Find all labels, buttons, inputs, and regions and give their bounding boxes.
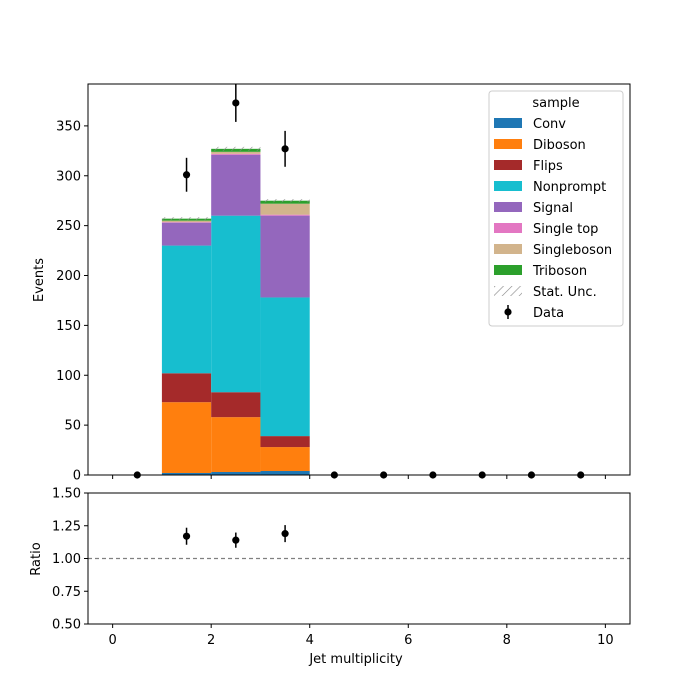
- legend-item-data: Data: [504, 305, 564, 321]
- bar-signal-bin-3: [260, 215, 310, 298]
- x-tick-label: 0: [108, 633, 116, 648]
- legend-swatch: [494, 223, 522, 233]
- y-tick-label: 350: [56, 119, 81, 134]
- ratio-point-1: [182, 532, 191, 540]
- legend-item-diboson: Diboson: [494, 138, 586, 153]
- data-point-3: [232, 99, 240, 107]
- legend-item-stat-unc: Stat. Unc.: [494, 285, 597, 300]
- stat-unc-band-bin-3: [260, 199, 310, 203]
- bar-singleboson-bin-2: [211, 151, 261, 154]
- legend-swatch: [494, 181, 522, 191]
- x-axis-label: Jet multiplicity: [308, 652, 403, 667]
- data-point-4: [281, 145, 289, 153]
- ratio-y-tick-label: 0.50: [52, 618, 81, 633]
- legend-swatch: [494, 160, 522, 170]
- main-plot-frame: [87, 83, 631, 476]
- ratio-points: [182, 525, 289, 548]
- x-tick-label: 4: [306, 633, 314, 648]
- y-tick-label: 0: [73, 469, 81, 484]
- main-y-axis-label: Events: [32, 258, 47, 302]
- legend-label: Triboson: [532, 264, 587, 279]
- x-tick-label: 2: [207, 633, 215, 648]
- legend-swatch: [494, 244, 522, 254]
- bar-conv-bin-1: [161, 473, 212, 475]
- legend-label: Stat. Unc.: [533, 285, 597, 300]
- ratio-y-tick-label: 1.25: [52, 519, 81, 534]
- legend-item-single-top: Single top: [494, 222, 598, 237]
- bar-diboson-bin-3: [260, 447, 310, 472]
- legend-item-triboson: Triboson: [494, 264, 587, 279]
- legend-label: Diboson: [533, 138, 586, 153]
- y-tick-label: 100: [56, 369, 81, 384]
- ratio-plot-panel: 0.50 0.75 1.00 1.25 1.50 0 2 4 6 8 10 Ratio Jet m…: [29, 487, 631, 667]
- legend-label: Singleboson: [533, 243, 612, 258]
- legend-item-signal: Signal: [494, 201, 573, 216]
- bar-diboson-bin-1: [161, 402, 212, 474]
- legend-label: Data: [533, 306, 564, 321]
- bar-triboson-bin-3: [260, 200, 310, 204]
- y-tick-label: 300: [56, 169, 81, 184]
- legend-label: Conv: [533, 117, 566, 132]
- bar-nonprompt-bin-1: [161, 245, 212, 374]
- legend-item-nonprompt: Nonprompt: [494, 180, 606, 195]
- legend-label: Single top: [533, 222, 598, 237]
- ratio-point-3: [281, 530, 289, 538]
- bar-singleboson-bin-1: [161, 220, 212, 223]
- main-x-axis-ticks: [112, 475, 606, 479]
- bar-flips-bin-3: [260, 436, 310, 448]
- bar-signal-bin-2: [211, 154, 261, 216]
- legend: sample Conv Diboson Flips Nonprompt Signal Si…: [488, 90, 624, 327]
- legend-label: Nonprompt: [533, 180, 606, 195]
- y-tick-label: 50: [64, 419, 81, 434]
- legend-marker: [504, 308, 512, 316]
- x-tick-label: 10: [597, 633, 614, 648]
- x-tick-label: 6: [404, 633, 412, 648]
- legend-title: sample: [532, 96, 579, 111]
- bar-conv-bin-3: [260, 471, 310, 475]
- bar-nonprompt-bin-2: [211, 215, 261, 393]
- x-tick-label: 8: [503, 633, 511, 648]
- bar-nonprompt-bin-3: [260, 297, 310, 437]
- bar-diboson-bin-2: [211, 417, 261, 473]
- legend-item-flips: Flips: [494, 159, 563, 174]
- bar-conv-bin-2: [211, 472, 261, 475]
- legend-swatch: [494, 286, 522, 296]
- ratio-y-tick-label: 0.75: [52, 585, 81, 600]
- bar-flips-bin-1: [161, 373, 212, 403]
- main-plot-panel: 0 50 100 150 200 250 300 350 Events sample Conv…: [32, 83, 631, 484]
- bar-singleboson-bin-3: [260, 203, 310, 215]
- bar-single-top-bin-2: [211, 153, 261, 155]
- bar-signal-bin-1: [161, 222, 212, 246]
- data-point-2: [182, 171, 191, 179]
- bar-single-top-bin-3: [260, 214, 310, 216]
- stat-unc-bands: [161, 146, 310, 221]
- ratio-plot-frame: [87, 492, 631, 625]
- bar-flips-bin-2: [211, 392, 261, 418]
- ratio-point-2: [232, 536, 240, 544]
- legend-swatch: [494, 139, 522, 149]
- legend-label: Flips: [533, 159, 563, 174]
- ratio-y-axis-label: Ratio: [29, 542, 44, 575]
- y-tick-label: 150: [56, 319, 81, 334]
- ratio-x-axis-ticks: 0 2 4 6 8 10: [108, 624, 614, 648]
- legend-item-singleboson: Singleboson: [494, 243, 612, 258]
- stat-unc-band-bin-2: [211, 146, 261, 151]
- stacked-bars: [161, 148, 310, 475]
- ratio-y-tick-label: 1.00: [52, 552, 81, 567]
- y-tick-label: 200: [56, 269, 81, 284]
- ratio-y-axis-ticks: 0.50 0.75 1.00 1.25 1.50: [52, 487, 88, 633]
- ratio-y-tick-label: 1.50: [52, 487, 81, 502]
- y-tick-label: 250: [56, 219, 81, 234]
- legend-label: Signal: [533, 201, 573, 216]
- legend-swatch: [494, 118, 522, 128]
- main-y-axis-ticks: 0 50 100 150 200 250 300 350: [56, 119, 88, 484]
- legend-frame: [488, 90, 624, 327]
- legend-swatch: [494, 265, 522, 275]
- legend-swatch: [494, 202, 522, 212]
- stat-unc-band-bin-1: [161, 217, 212, 221]
- legend-item-conv: Conv: [494, 117, 566, 132]
